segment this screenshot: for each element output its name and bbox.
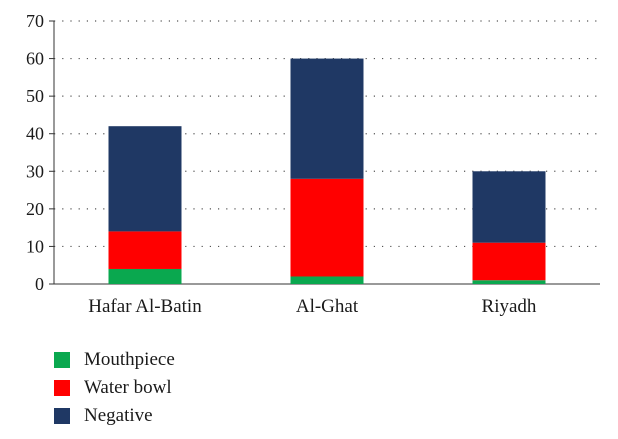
- y-tick-label-20: 20: [26, 199, 44, 219]
- y-tick-label-40: 40: [26, 124, 44, 144]
- legend-label-negative: Negative: [84, 405, 153, 426]
- bar-al-ghat-water-bowl: [290, 178, 364, 277]
- legend: Mouthpiece Water bowl Negative: [54, 346, 175, 430]
- bar-hafar-al-batin-water-bowl: [108, 231, 182, 269]
- x-tick-label-0: Hafar Al-Batin: [88, 296, 202, 317]
- legend-label-water-bowl: Water bowl: [84, 377, 172, 398]
- bar-al-ghat-negative: [290, 58, 364, 179]
- legend-label-mouthpiece: Mouthpiece: [84, 349, 175, 370]
- legend-item-mouthpiece: Mouthpiece: [54, 346, 175, 374]
- bar-riyadh-mouthpiece: [472, 280, 546, 284]
- bar-hafar-al-batin-negative: [108, 126, 182, 232]
- y-tick-label-0: 0: [35, 274, 44, 294]
- bar-riyadh-water-bowl: [472, 242, 546, 281]
- x-tick-label-2: Riyadh: [482, 296, 537, 317]
- tick-labels: 0 10 20 30 40 50 60 70 Hafar Al-Batin Al-Ghat Riya…: [26, 11, 537, 317]
- legend-item-negative: Negative: [54, 402, 175, 430]
- y-tick-label-50: 50: [26, 86, 44, 106]
- y-tick-label-60: 60: [26, 49, 44, 69]
- legend-swatch-negative: [54, 408, 70, 424]
- x-tick-label-1: Al-Ghat: [296, 296, 359, 317]
- legend-swatch-water-bowl: [54, 380, 70, 396]
- bars: [108, 58, 546, 284]
- y-tick-label-70: 70: [26, 11, 44, 31]
- bar-hafar-al-batin-mouthpiece: [108, 268, 182, 284]
- legend-swatch-mouthpiece: [54, 352, 70, 368]
- bar-al-ghat-mouthpiece: [290, 276, 364, 284]
- y-tick-label-10: 10: [26, 236, 44, 256]
- bar-riyadh-negative: [472, 171, 546, 243]
- legend-item-water-bowl: Water bowl: [54, 374, 175, 402]
- y-tick-label-30: 30: [26, 161, 44, 181]
